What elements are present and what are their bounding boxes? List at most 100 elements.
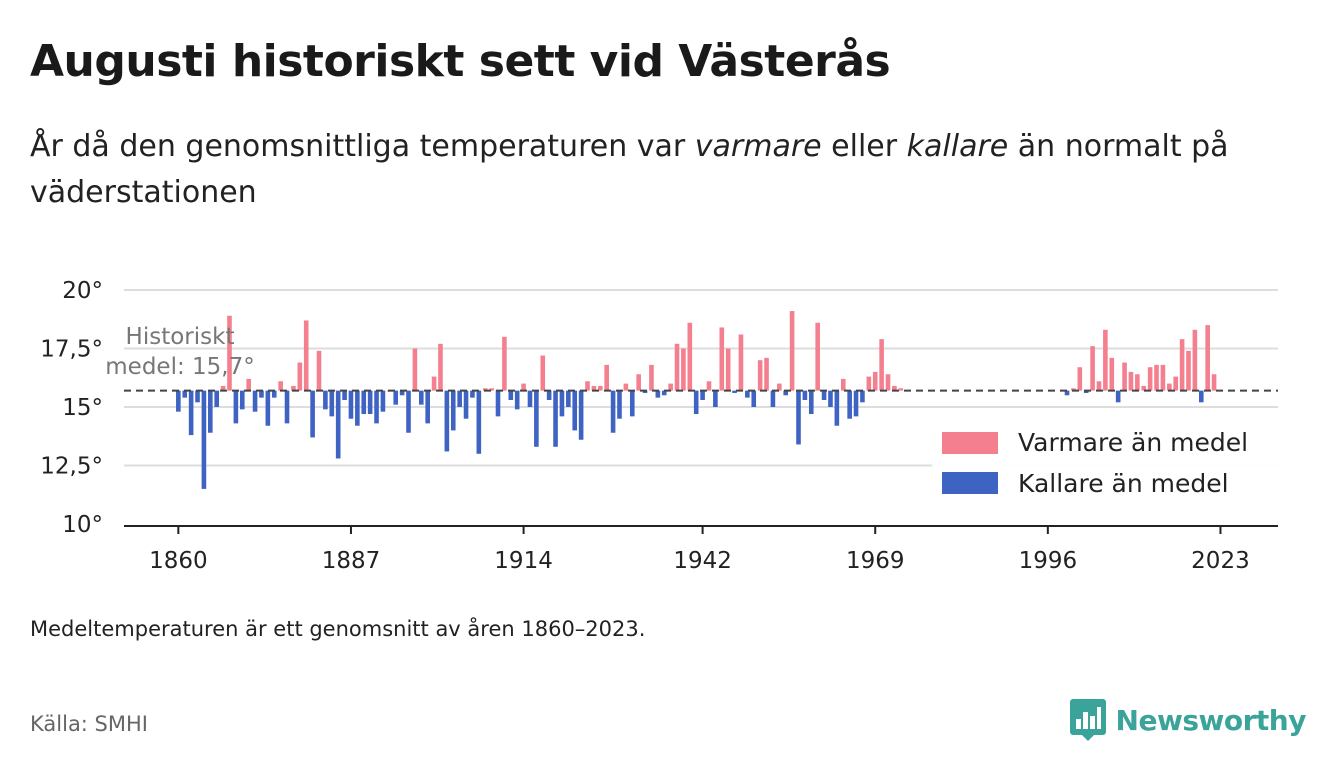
bar-1865 xyxy=(208,390,213,433)
mean-label-line1: Historiskt xyxy=(126,324,235,350)
bar-1923 xyxy=(578,390,584,440)
subtitle-part2: eller xyxy=(821,129,907,164)
bar-2022 xyxy=(1211,374,1217,391)
bar-1877 xyxy=(284,390,290,424)
chart-subtitle: År då den genomsnittliga temperaturen va… xyxy=(30,124,1260,216)
x-tick-label: 1969 xyxy=(846,548,905,574)
bar-1965 xyxy=(847,390,852,419)
bar-1950 xyxy=(751,390,757,407)
bar-1869 xyxy=(233,390,239,424)
bar-1926 xyxy=(598,385,603,391)
bar-1929 xyxy=(617,390,622,419)
y-tick-label: 15° xyxy=(62,395,103,421)
bar-2004 xyxy=(1096,381,1102,391)
y-tick-label: 20° xyxy=(62,278,103,304)
bar-1890 xyxy=(367,390,373,415)
subtitle-part3: än normalt på väderstationen xyxy=(30,129,1229,210)
bar-1999 xyxy=(1064,390,1070,396)
bar-2008 xyxy=(1122,362,1127,391)
bar-1969 xyxy=(872,371,878,391)
bar-1901 xyxy=(438,343,443,391)
bar-1928 xyxy=(610,390,616,433)
bar-1958 xyxy=(802,390,808,400)
bar-1872 xyxy=(252,390,258,412)
bar-1894 xyxy=(393,390,399,405)
bar-1861 xyxy=(182,390,188,398)
bar-1892 xyxy=(380,390,386,412)
temperature-bar-chart: 10° 12,5° 15° 17,5° 20° Historiskt medel: 15… xyxy=(40,278,1282,574)
bar-1964 xyxy=(840,378,846,391)
bar-2003 xyxy=(1090,346,1095,391)
bar-1908 xyxy=(482,388,488,391)
legend-swatch-cold xyxy=(942,472,998,494)
bar-1876 xyxy=(278,381,283,391)
bar-1951 xyxy=(757,360,763,391)
bar-1959 xyxy=(808,390,814,415)
bar-1915 xyxy=(527,390,533,407)
bar-1946 xyxy=(725,348,731,391)
bar-1906 xyxy=(470,390,475,398)
bar-1875 xyxy=(271,390,277,398)
bar-1927 xyxy=(604,364,609,391)
bar-1933 xyxy=(642,390,648,393)
bar-2021 xyxy=(1205,325,1210,391)
bar-1956 xyxy=(789,311,795,391)
bar-1873 xyxy=(259,390,264,398)
bar-1966 xyxy=(853,390,859,417)
bar-1882 xyxy=(316,350,322,391)
bar-1905 xyxy=(463,390,469,419)
bar-1902 xyxy=(444,390,450,452)
bar-2015 xyxy=(1167,383,1172,391)
bar-1919 xyxy=(553,390,558,447)
bar-1867 xyxy=(220,385,226,391)
bar-2018 xyxy=(1186,350,1191,391)
bar-1891 xyxy=(374,390,379,424)
subtitle-part1: År då den genomsnittliga temperaturen va… xyxy=(30,129,695,164)
x-tick-label: 1860 xyxy=(149,548,208,574)
bar-1866 xyxy=(214,390,220,407)
bar-2010 xyxy=(1135,374,1140,391)
bar-1962 xyxy=(828,390,833,407)
x-tick-label: 1887 xyxy=(322,548,381,574)
bar-1916 xyxy=(534,390,539,447)
bar-1943 xyxy=(706,381,712,391)
subtitle-warm-word: varmare xyxy=(694,129,822,164)
bar-2001 xyxy=(1077,367,1083,391)
bar-2020 xyxy=(1198,390,1204,403)
bar-1871 xyxy=(246,378,251,391)
bar-1912 xyxy=(508,390,514,400)
bar-1879 xyxy=(297,362,303,391)
x-tick-label: 1996 xyxy=(1019,548,1078,574)
bar-1870 xyxy=(239,390,245,410)
x-tick-label: 2023 xyxy=(1191,548,1250,574)
bar-1860 xyxy=(176,390,181,412)
bar-1907 xyxy=(476,390,482,454)
bar-1896 xyxy=(406,390,411,433)
y-tick-label: 17,5° xyxy=(40,337,103,363)
bar-1900 xyxy=(431,376,437,391)
bar-1970 xyxy=(879,339,884,391)
bar-1940 xyxy=(687,322,693,391)
bar-1885 xyxy=(335,390,341,459)
bar-1955 xyxy=(783,390,789,396)
bar-1898 xyxy=(418,390,424,405)
bar-1944 xyxy=(713,390,718,407)
bar-1862 xyxy=(188,390,194,436)
bar-2017 xyxy=(1179,339,1185,391)
bar-1945 xyxy=(719,327,725,391)
newsworthy-logo-icon xyxy=(1069,699,1106,741)
bar-1889 xyxy=(361,390,367,415)
bar-1931 xyxy=(629,390,635,417)
mean-label-line2: medel: 15,7° xyxy=(105,354,254,380)
bar-1878 xyxy=(291,385,296,391)
bar-1897 xyxy=(412,348,418,391)
bar-2012 xyxy=(1147,367,1153,391)
bar-2009 xyxy=(1128,371,1134,391)
bar-1921 xyxy=(566,390,571,407)
bar-1953 xyxy=(770,390,776,407)
bar-1917 xyxy=(540,355,546,391)
brand-logo[interactable]: Newsworthy xyxy=(1069,698,1307,742)
bar-1913 xyxy=(514,390,520,410)
x-tick-label: 1914 xyxy=(494,548,553,574)
x-tick-label: 1942 xyxy=(673,548,732,574)
